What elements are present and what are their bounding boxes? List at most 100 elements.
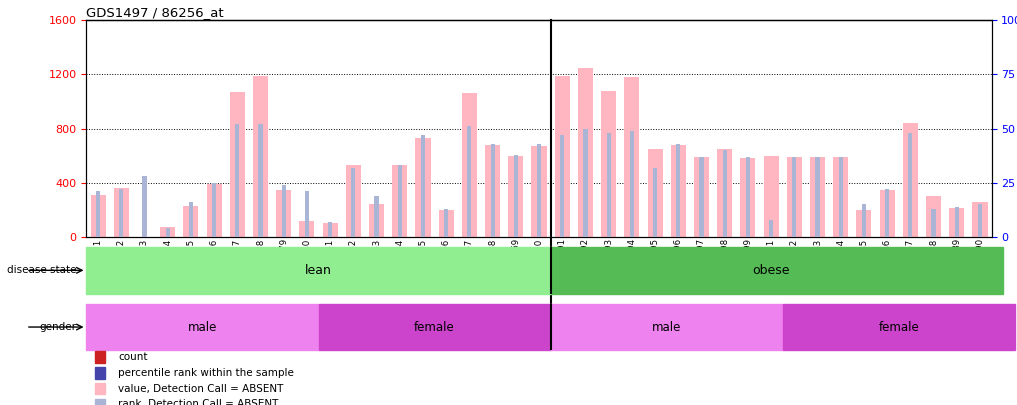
Text: GSM47590: GSM47590 <box>975 238 984 286</box>
Bar <box>676 144 680 237</box>
Bar <box>462 94 477 237</box>
Bar <box>839 157 843 237</box>
Bar <box>91 195 106 237</box>
Text: GSM47566: GSM47566 <box>441 238 451 286</box>
Bar <box>467 126 472 237</box>
Bar <box>700 157 704 237</box>
Bar <box>694 157 709 237</box>
Text: GSM47562: GSM47562 <box>349 238 358 286</box>
Text: GSM47581: GSM47581 <box>767 238 776 286</box>
Text: male: male <box>188 320 218 334</box>
Text: gender: gender <box>40 322 76 332</box>
Bar <box>648 149 663 237</box>
Text: GSM47570: GSM47570 <box>535 238 543 286</box>
Bar <box>792 157 796 237</box>
Bar <box>833 157 848 237</box>
Text: GSM47594: GSM47594 <box>627 238 637 286</box>
Bar <box>740 158 756 237</box>
Bar <box>861 205 866 237</box>
Bar <box>166 228 170 237</box>
Bar <box>96 351 106 363</box>
Bar <box>485 145 500 237</box>
Text: GSM47574: GSM47574 <box>163 238 172 286</box>
Text: GSM47563: GSM47563 <box>372 238 381 286</box>
Text: GSM47586: GSM47586 <box>883 238 892 286</box>
Bar <box>932 209 936 237</box>
Text: GSM47593: GSM47593 <box>604 238 613 286</box>
Text: GSM47585: GSM47585 <box>859 238 869 286</box>
Bar <box>142 176 146 237</box>
Bar <box>903 123 918 237</box>
Text: female: female <box>879 320 919 334</box>
Bar <box>550 304 783 350</box>
Bar <box>393 165 407 237</box>
Bar <box>235 124 239 237</box>
Bar <box>328 222 333 237</box>
Text: lean: lean <box>305 264 332 277</box>
Bar <box>653 168 657 237</box>
Bar <box>949 209 964 237</box>
Text: percentile rank within the sample: percentile rank within the sample <box>118 368 294 378</box>
Text: GSM47576: GSM47576 <box>210 238 219 286</box>
Text: GSM47598: GSM47598 <box>720 238 729 286</box>
Bar <box>550 247 1003 294</box>
Text: GSM47568: GSM47568 <box>488 238 497 286</box>
Bar <box>978 205 982 237</box>
Text: rank, Detection Call = ABSENT: rank, Detection Call = ABSENT <box>118 399 279 405</box>
Bar <box>282 185 286 237</box>
Bar <box>277 190 291 237</box>
Text: GSM47584: GSM47584 <box>836 238 845 286</box>
Bar <box>415 138 430 237</box>
Text: GSM47582: GSM47582 <box>790 238 798 286</box>
Text: GDS1497 / 86256_at: GDS1497 / 86256_at <box>86 6 224 19</box>
Bar <box>322 224 338 237</box>
Text: GSM47575: GSM47575 <box>186 238 195 286</box>
Bar <box>908 133 912 237</box>
Text: female: female <box>414 320 455 334</box>
Text: GSM47572: GSM47572 <box>117 238 126 286</box>
Text: GSM47580: GSM47580 <box>302 238 311 286</box>
Bar <box>253 76 268 237</box>
Bar <box>444 209 448 237</box>
Bar <box>230 92 245 237</box>
Bar <box>514 155 518 237</box>
Bar <box>554 76 570 237</box>
Bar <box>299 221 314 237</box>
Text: GSM47569: GSM47569 <box>512 238 521 286</box>
Bar <box>856 210 872 237</box>
Text: GSM47577: GSM47577 <box>233 238 242 286</box>
Bar <box>421 135 425 237</box>
Bar <box>955 207 959 237</box>
Text: GSM47578: GSM47578 <box>256 238 265 286</box>
Bar <box>369 205 384 237</box>
Bar <box>96 192 100 237</box>
Bar <box>212 183 217 237</box>
Bar <box>769 220 773 237</box>
Text: GSM47596: GSM47596 <box>673 238 682 286</box>
Text: disease state: disease state <box>7 265 76 275</box>
Bar <box>584 129 588 237</box>
Bar <box>630 131 634 237</box>
Text: GSM47592: GSM47592 <box>581 238 590 286</box>
Text: GSM47561: GSM47561 <box>325 238 335 286</box>
Bar <box>624 77 640 237</box>
Bar <box>119 189 123 237</box>
Text: GSM47597: GSM47597 <box>697 238 706 286</box>
Text: GSM47583: GSM47583 <box>813 238 822 286</box>
Bar <box>398 165 402 237</box>
Text: male: male <box>652 320 681 334</box>
Bar <box>764 156 779 237</box>
Text: GSM47588: GSM47588 <box>930 238 938 286</box>
Text: count: count <box>118 352 147 362</box>
Bar <box>787 157 801 237</box>
Bar <box>560 135 564 237</box>
Bar <box>783 304 1015 350</box>
Bar <box>114 188 129 237</box>
Bar <box>671 145 685 237</box>
Bar <box>96 383 106 394</box>
Bar <box>189 202 193 237</box>
Bar <box>183 206 198 237</box>
Bar <box>885 189 889 237</box>
Bar <box>816 157 820 237</box>
Text: GSM47565: GSM47565 <box>418 238 427 286</box>
